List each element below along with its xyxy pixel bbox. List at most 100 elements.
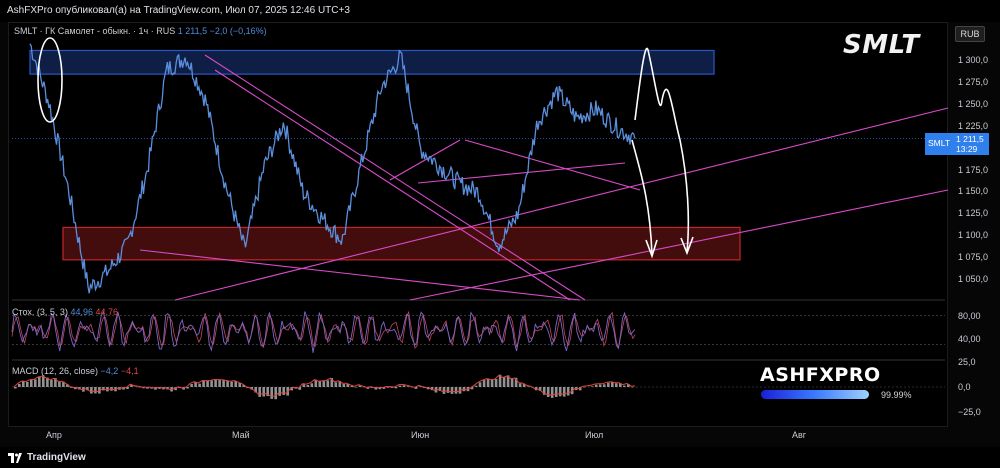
macd-hist-bar: [414, 387, 418, 389]
price-change: −2,0 (−0,16%): [209, 26, 267, 36]
macd-hist-bar: [611, 382, 614, 387]
macd-hist-bar: [366, 387, 370, 389]
currency-button[interactable]: RUB: [955, 26, 985, 42]
macd-hist-bar: [270, 387, 273, 399]
macd-hist-bar: [322, 381, 326, 387]
macd-signal-value: −4,1: [120, 366, 139, 376]
price-tick-label: 1 100,0: [958, 230, 989, 241]
macd-hist-bar: [314, 379, 318, 387]
macd-hist-bar: [318, 381, 322, 387]
macd-hist-bar: [350, 386, 354, 387]
macd-hist-bar: [50, 380, 53, 387]
watermark-progress-fill: [761, 390, 869, 399]
macd-hist-bar: [18, 383, 21, 387]
macd-hist-bar: [22, 381, 25, 387]
macd-hist-bar: [342, 383, 346, 387]
macd-hist-bar: [218, 379, 221, 387]
chart-title: SMLT: [843, 30, 920, 60]
forecast-path: [634, 47, 690, 253]
macd-hist-bar: [62, 381, 65, 387]
macd-hist-bar: [478, 382, 482, 387]
price-line: [29, 43, 636, 294]
stoch-k-value: 44,96: [70, 307, 93, 317]
tradingview-brand[interactable]: TradingView: [27, 452, 86, 463]
price-tag-countdown: 13:29: [956, 144, 978, 154]
stoch-d-line: [11, 310, 636, 349]
watermark-percent: 99.99%: [881, 390, 912, 400]
macd-header[interactable]: MACD (12, 26, close) −4,2 −4,1: [12, 366, 139, 376]
macd-hist-bar: [506, 375, 510, 387]
macd-hist-bar: [566, 387, 570, 396]
macd-hist-bar: [46, 377, 49, 387]
macd-hist-bar: [406, 386, 410, 387]
time-tick-label: Июн: [411, 430, 430, 440]
macd-hist-bar: [234, 380, 237, 387]
macd-hist-bar: [126, 387, 129, 389]
macd-hist-bar: [130, 385, 133, 387]
time-tick-label: Авг: [792, 430, 807, 440]
macd-hist-bar: [494, 379, 498, 387]
price-tick-label: 1 125,0: [958, 208, 989, 219]
macd-hist-bar: [330, 378, 334, 387]
symbol-header[interactable]: SMLT · ГК Самолет - обыкн. · 1ч · RUS 1 …: [14, 26, 267, 36]
macd-hist-bar: [326, 380, 330, 387]
macd-signal-line: [13, 374, 636, 397]
macd-hist-bar: [470, 387, 474, 390]
macd-hist-bar: [174, 387, 177, 391]
macd-hist-bar: [510, 378, 514, 387]
macd-hist-bar: [550, 387, 554, 398]
macd-hist-bar: [182, 387, 185, 390]
macd-hist-bar: [142, 387, 145, 389]
macd-hist-bar: [146, 387, 149, 389]
macd-hist-bar: [418, 386, 422, 387]
macd-hist-bar: [226, 380, 229, 387]
ashfxpro-watermark: ASHFXPRO: [760, 364, 881, 386]
macd-hist-bar: [590, 386, 594, 387]
macd-hist-bar: [298, 387, 302, 390]
macd-hist-bar: [214, 379, 217, 387]
macd-hist-bar: [282, 387, 285, 395]
macd-hist-bar: [474, 385, 478, 387]
trendline: [409, 189, 949, 301]
macd-hist-bar: [594, 384, 598, 387]
macd-hist-bar: [430, 387, 434, 391]
macd-tick-label: −25,0: [958, 407, 981, 417]
macd-hist-bar: [498, 374, 502, 387]
macd-hist-bar: [26, 382, 29, 387]
macd-hist-bar: [607, 382, 610, 387]
macd-hist-bar: [54, 378, 57, 387]
price-tick-label: 1 275,0: [958, 76, 989, 87]
price-tag-price: 1 211,5: [956, 134, 984, 144]
macd-hist-bar: [346, 383, 350, 387]
macd-hist-bar: [262, 387, 265, 397]
macd-hist-bar: [210, 380, 213, 387]
tradingview-logo-icon: [8, 453, 22, 463]
macd-hist-bar: [302, 384, 306, 387]
macd-hist-bar: [306, 385, 310, 387]
forecast-arrowhead: [680, 236, 694, 256]
macd-hist-bar: [578, 387, 582, 391]
macd-label: MACD (12, 26, close): [12, 366, 99, 376]
last-price: 1 211,5: [177, 26, 208, 36]
stoch-header[interactable]: Стох. (3, 5, 3) 44,96 44,76: [12, 307, 118, 317]
trendline: [464, 139, 641, 191]
macd-hist-bar: [30, 379, 33, 387]
forecast-arrowhead: [645, 239, 658, 259]
stoch-tick-label: 40,00: [958, 334, 981, 344]
price-tick-label: 1 175,0: [958, 164, 989, 175]
stoch-tick-label: 80,00: [958, 311, 981, 321]
macd-hist-bar: [222, 379, 225, 387]
price-tick-label: 1 300,0: [958, 55, 989, 65]
price-tick-label: 1 075,0: [958, 252, 989, 263]
macd-hist-bar: [198, 383, 201, 387]
macd-hist-bar: [86, 387, 89, 391]
macd-hist-bar: [386, 387, 390, 388]
macd-hist-bar: [619, 383, 622, 387]
macd-tick-label: 0,0: [958, 382, 971, 392]
last-price-tag: SMLT 1 211,5 13:29: [925, 133, 989, 155]
macd-hist-bar: [310, 383, 314, 387]
macd-hist-bar: [546, 387, 550, 397]
macd-hist-bar: [627, 384, 630, 387]
zone-resistance: [29, 49, 715, 75]
